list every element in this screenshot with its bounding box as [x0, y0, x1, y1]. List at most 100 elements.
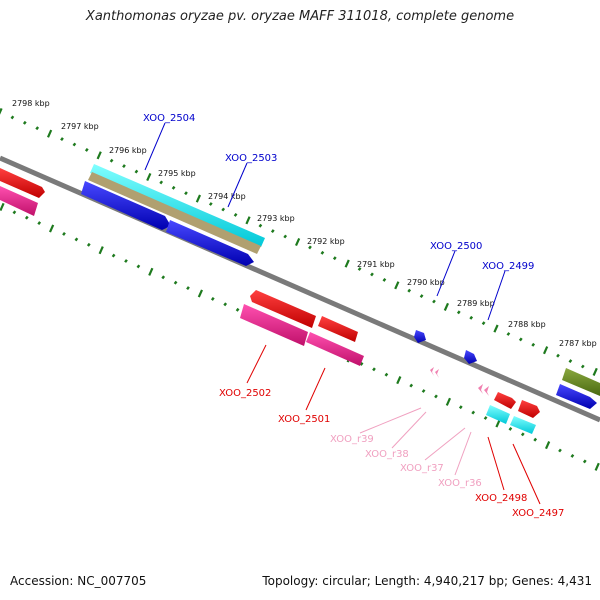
upper-track-major-tick [344, 259, 350, 268]
upper-track-major-tick [46, 129, 53, 138]
lower-track-minor-tick [62, 231, 66, 236]
upper-track-minor-tick [308, 245, 312, 250]
trna-xoo-r38[interactable] [435, 369, 439, 378]
lower-track-major-tick [98, 246, 104, 255]
gene-xoo-2502-pink[interactable] [240, 304, 308, 346]
upper-track-minor-tick [134, 169, 139, 174]
kbp-label-2796: 2796 kbp [109, 146, 147, 155]
gene-xoo-2504[interactable] [81, 181, 171, 230]
leader-xoo-2499 [487, 270, 506, 321]
upper-track-minor-tick [270, 229, 275, 234]
label-xoo-2500: XOO_2500 [430, 241, 482, 252]
upper-track-minor-tick [171, 185, 176, 190]
upper-track-minor-tick [208, 202, 213, 206]
gene-xoo-2501[interactable] [306, 332, 364, 366]
label-xoo-2501: XOO_2501 [278, 414, 330, 425]
accession-value: NC_007705 [77, 574, 147, 588]
trna-xoo-r36[interactable] [484, 386, 489, 396]
leader-xoo-r39 [359, 407, 422, 434]
genes-label: Genes: [511, 574, 554, 588]
lower-track-minor-tick [359, 361, 364, 366]
upper-tick-track [0, 107, 598, 376]
gene-xoo-2500[interactable] [414, 330, 426, 343]
trna-xoo-r39[interactable] [430, 367, 434, 376]
kbp-label-2790: 2790 kbp [407, 278, 445, 287]
upper-track-minor-tick [568, 359, 573, 364]
rrna-feature-2504[interactable] [90, 164, 265, 247]
upper-track-minor-tick [481, 321, 486, 326]
gene-xoo-2503[interactable] [166, 220, 254, 266]
gene-left-red[interactable] [0, 168, 45, 198]
leader-xoo-r37 [424, 427, 466, 461]
lower-track-minor-tick [186, 286, 190, 291]
trna-cluster-left [430, 367, 439, 378]
lower-track-minor-tick [434, 394, 438, 399]
upper-track-minor-tick [556, 353, 560, 358]
upper-track-minor-tick [382, 277, 387, 282]
upper-track-major-tick [294, 237, 301, 247]
upper-track-minor-tick [258, 223, 263, 228]
gene-xoo-2501-upper[interactable] [318, 316, 358, 342]
gene-xoo-2502[interactable] [250, 290, 316, 328]
upper-track-minor-tick [22, 120, 27, 125]
trna-cluster-right [478, 384, 489, 396]
pseudo-feature-2504[interactable] [88, 172, 261, 254]
upper-track-minor-tick [370, 272, 374, 277]
lower-track-minor-tick [533, 437, 538, 442]
upper-track-minor-tick [456, 310, 461, 315]
upper-track-minor-tick [580, 364, 585, 369]
rrna-xoo-2498[interactable] [486, 405, 510, 424]
gene-right-olive[interactable] [562, 368, 600, 396]
lower-track-minor-tick [471, 410, 476, 415]
upper-track-major-tick [146, 172, 152, 182]
leader-xoo-2500 [436, 250, 456, 297]
gene-xoo-2499[interactable] [464, 350, 477, 364]
upper-track-minor-tick [469, 315, 474, 320]
upper-track-minor-tick [122, 164, 126, 169]
trna-xoo-r37[interactable] [478, 384, 483, 394]
kbp-label-2789: 2789 kbp [457, 299, 495, 308]
figure-title: Xanthomonas oryzae pv. oryzae MAFF 31101… [85, 9, 515, 24]
label-xoo-2499: XOO_2499 [482, 261, 534, 272]
lower-track-minor-tick [12, 210, 17, 215]
upper-track-minor-tick [432, 299, 436, 304]
leader-xoo-2503 [227, 162, 248, 208]
lower-track-major-tick [445, 397, 452, 406]
lower-track-major-tick [197, 289, 204, 298]
genome-stats: Topology: circular; Length: 4,940,217 bp… [262, 574, 592, 588]
upper-track-minor-tick [109, 158, 114, 163]
leader-xoo-2504 [144, 122, 166, 171]
gene-right-blue[interactable] [556, 384, 597, 409]
upper-track-minor-tick [531, 342, 536, 347]
gene-left-pink[interactable] [0, 186, 38, 216]
kbp-label-2797: 2797 kbp [61, 122, 99, 131]
gene-labels: XOO_2504 XOO_2503 XOO_2500 XOO_2499 XOO_… [143, 113, 564, 519]
topology-label: Topology: [262, 574, 319, 588]
genes-value: 4,431 [557, 574, 592, 588]
upper-track-minor-tick [332, 256, 337, 261]
upper-track-minor-tick [357, 267, 362, 271]
leader-xoo-2501 [305, 367, 326, 411]
lower-track-minor-tick [24, 215, 29, 220]
upper-track-major-tick [542, 346, 549, 355]
leader-xoo-2498 [487, 436, 505, 491]
lower-track-minor-tick [74, 237, 79, 242]
kbp-label-2794: 2794 kbp [208, 192, 246, 201]
upper-track-major-tick [0, 107, 3, 115]
upper-track-minor-tick [407, 288, 412, 293]
lower-track-minor-tick [409, 383, 414, 388]
lower-track-minor-tick [520, 432, 525, 437]
upper-track-minor-tick [320, 250, 325, 255]
lower-track-minor-tick [570, 453, 575, 458]
rrna-xoo-2497[interactable] [510, 416, 536, 434]
upper-track-major-tick [245, 216, 251, 225]
upper-track-major-tick [394, 281, 400, 290]
gene-xoo-2497[interactable] [518, 400, 540, 418]
upper-track-major-tick [195, 194, 202, 203]
gene-xoo-2498[interactable] [494, 392, 516, 409]
label-xoo-r37: XOO_r37 [400, 463, 444, 474]
upper-track-major-tick [96, 151, 102, 160]
lower-track-minor-tick [508, 426, 513, 431]
upper-track-minor-tick [35, 126, 40, 131]
